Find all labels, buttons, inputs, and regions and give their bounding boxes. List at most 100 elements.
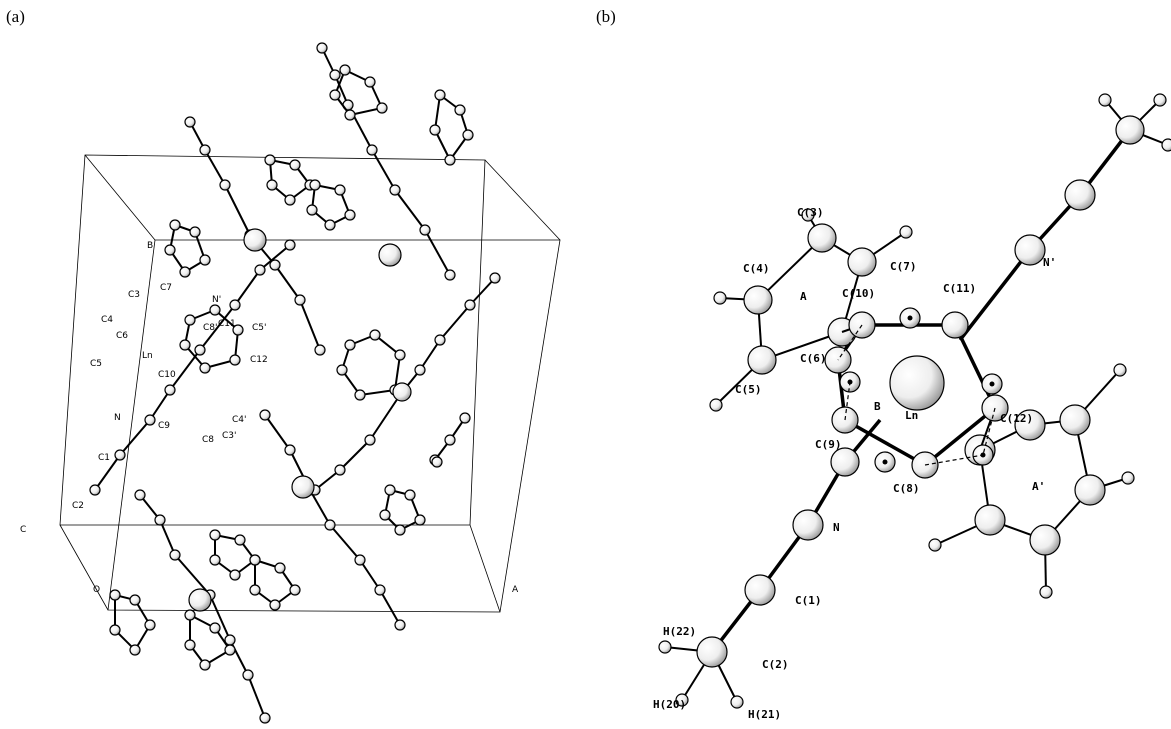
atom: [395, 620, 405, 630]
atom: [420, 225, 430, 235]
atom-label: C(4): [743, 262, 770, 275]
atom-label: H(22): [663, 625, 696, 638]
atom: [130, 645, 140, 655]
atom: [200, 660, 210, 670]
atom-label: C: [20, 525, 26, 535]
atom: [335, 465, 345, 475]
bond: [380, 590, 400, 625]
atom: [900, 226, 912, 238]
unit-cell: [60, 155, 560, 612]
atom: [445, 270, 455, 280]
atom-label: C11: [218, 319, 236, 329]
atom: [285, 445, 295, 455]
atom: [365, 77, 375, 87]
atom: [435, 90, 445, 100]
atom: [1122, 472, 1134, 484]
atom-label: C5': [252, 323, 266, 333]
atom: [415, 365, 425, 375]
bond: [265, 415, 290, 450]
atom-label: C10: [158, 370, 176, 380]
atom: [395, 350, 405, 360]
bond: [330, 525, 360, 560]
atom: [185, 117, 195, 127]
atom: [195, 345, 205, 355]
atom: [190, 227, 200, 237]
atom: [235, 535, 245, 545]
atom: [185, 610, 195, 620]
atom: [1099, 94, 1111, 106]
atom: [90, 485, 100, 495]
bond: [425, 230, 450, 275]
atom-label: C4': [232, 415, 246, 425]
dot: [908, 316, 913, 321]
panel-label: (a): [6, 7, 25, 26]
atom: [210, 555, 220, 565]
bond: [210, 595, 230, 640]
atom-label: N: [114, 413, 121, 423]
atom: [315, 345, 325, 355]
atom: [445, 155, 455, 165]
atom: [745, 575, 775, 605]
atom: [110, 590, 120, 600]
atom: [189, 589, 211, 611]
bond: [225, 185, 250, 235]
atom: [345, 210, 355, 220]
atom: [135, 490, 145, 500]
atom: [267, 180, 277, 190]
bond: [440, 305, 470, 340]
atom: [210, 530, 220, 540]
atom: [975, 505, 1005, 535]
atom: [710, 399, 722, 411]
atom: [355, 555, 365, 565]
atom-label: H(20): [653, 698, 686, 711]
atom: [1060, 405, 1090, 435]
atom: [330, 90, 340, 100]
atom: [375, 585, 385, 595]
atom: [1075, 475, 1105, 505]
atom: [275, 563, 285, 573]
atom-label: C(2): [762, 658, 789, 671]
atom-label: C(10): [842, 287, 875, 300]
atom-label: C12: [250, 355, 268, 365]
atom: [180, 340, 190, 350]
atom-label: C(9): [815, 438, 842, 451]
bond: [960, 250, 1030, 340]
atom: [445, 435, 455, 445]
atom-label: C1: [98, 453, 110, 463]
atom-label: C2: [72, 501, 84, 511]
atom: [230, 570, 240, 580]
atom: [659, 641, 671, 653]
atom: [1162, 139, 1171, 151]
atom: [200, 255, 210, 265]
atom: [1030, 525, 1060, 555]
atom: [465, 300, 475, 310]
bond: [120, 420, 150, 455]
atom: [731, 696, 743, 708]
atom-label: C(3): [797, 206, 824, 219]
atom: [230, 355, 240, 365]
atom-label: C3': [222, 431, 236, 441]
atom: [115, 450, 125, 460]
figure: (a) (b) BC3C7N'C4C6C5LnC8'C11C5'C10C12NC…: [0, 0, 1171, 729]
atom: [463, 130, 473, 140]
atom: [285, 240, 295, 250]
atom-label: C9: [158, 421, 170, 431]
atom: [250, 555, 260, 565]
atom: [295, 295, 305, 305]
atom: [415, 515, 425, 525]
atom: [345, 110, 355, 120]
atom: [460, 413, 470, 423]
atom: [290, 160, 300, 170]
atom: [379, 244, 401, 266]
atom: [243, 670, 253, 680]
atom: [1154, 94, 1166, 106]
atom: [310, 180, 320, 190]
atom: [225, 645, 235, 655]
atom: [145, 620, 155, 630]
atom: [285, 195, 295, 205]
atom: [290, 585, 300, 595]
atom: [210, 305, 220, 315]
atom: [170, 220, 180, 230]
bond: [310, 490, 330, 525]
atom: [165, 245, 175, 255]
